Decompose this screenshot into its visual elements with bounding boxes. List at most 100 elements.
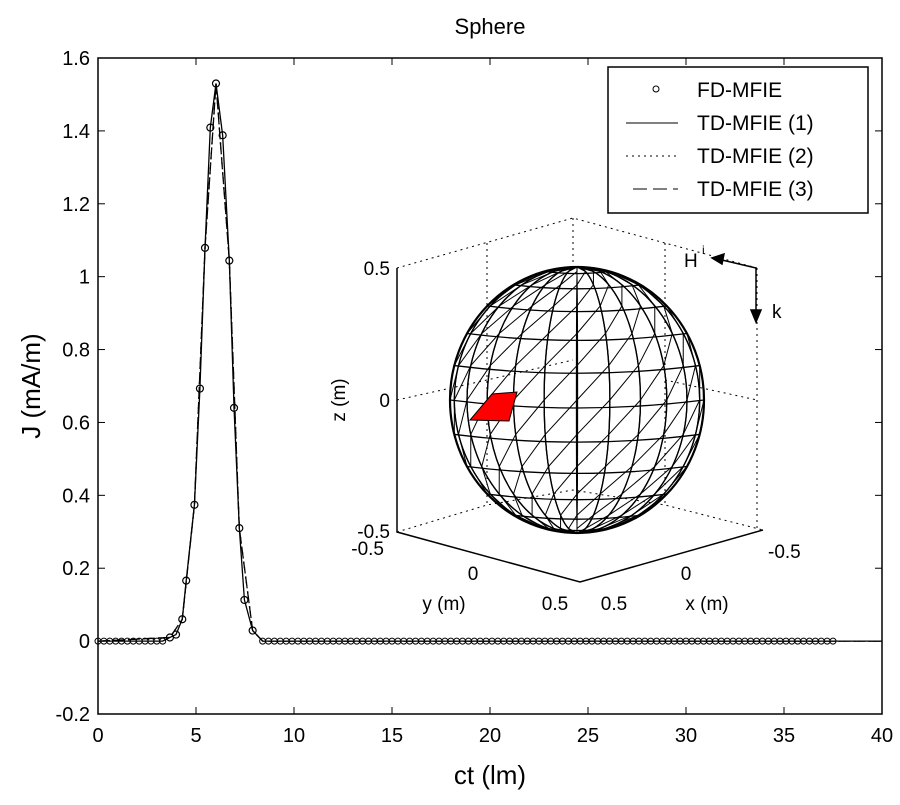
sphere-diagonal: [631, 493, 665, 516]
sphere-diagonal: [576, 466, 606, 495]
sphere-diagonal: [531, 284, 561, 307]
sphere-diagonal: [498, 305, 533, 334]
sphere-diagonal: [470, 466, 488, 495]
sphere-diagonal: [466, 365, 491, 401]
sphere-diagonal: [605, 305, 623, 334]
inset-x-tick: 0.5: [601, 594, 627, 615]
inset-y-tick: 0: [468, 564, 479, 585]
inset-x-label: x (m): [685, 594, 728, 615]
series-line-td-mfie-1: [98, 83, 882, 642]
sphere-diagonal: [608, 333, 633, 366]
legend-label: FD-MFIE: [697, 79, 782, 102]
sphere-diagonal: [481, 305, 514, 334]
sphere-diagonal: [640, 365, 665, 401]
sphere-diagonal: [640, 284, 665, 307]
sphere-diagonal: [515, 399, 545, 435]
x-tick-label: 5: [190, 725, 201, 747]
x-tick-label: 0: [92, 725, 103, 747]
sphere-diagonal: [458, 333, 483, 366]
y-tick-label: 0.4: [62, 485, 90, 507]
sphere-diagonal: [544, 333, 578, 366]
sphere-diagonal: [600, 514, 633, 529]
legend-label: TD-MFIE (3): [697, 178, 814, 201]
inset-y-tick: -0.5: [351, 539, 384, 560]
sphere-diagonal: [553, 466, 578, 495]
sphere-diagonal: [470, 333, 500, 366]
sphere-diagonal: [576, 399, 611, 435]
x-tick-label: 25: [577, 725, 599, 747]
sphere-diagonal: [576, 527, 610, 534]
sphere-diagonal: [531, 271, 561, 286]
sphere-diagonal: [489, 284, 523, 307]
sphere-diagonal: [663, 399, 688, 435]
sphere-diagonal: [576, 271, 586, 286]
sphere-diagonal: [515, 333, 549, 366]
sphere-diagonal: [576, 284, 594, 307]
inset-x-tick: -0.5: [768, 542, 801, 563]
x-tick-label: 10: [283, 725, 305, 747]
field-label-superscript: i: [702, 243, 705, 257]
sphere-diagonal: [576, 365, 610, 401]
y-tick-label: 1.2: [62, 194, 90, 216]
sphere-diagonal: [637, 333, 656, 366]
sphere-diagonal: [605, 271, 623, 286]
sphere-diagonal: [686, 365, 696, 401]
sphere-diagonal: [576, 305, 601, 334]
sphere-diagonal: [560, 527, 578, 534]
sphere-diagonal: [631, 284, 641, 307]
inset-axes: [396, 268, 764, 583]
sphere-diagonal: [521, 271, 554, 286]
sphere-diagonal: [489, 333, 523, 366]
sphere-diagonal: [481, 466, 491, 495]
sphere-diagonal: [568, 266, 578, 272]
wave-label-k: k: [772, 302, 782, 323]
y-tick-label: 1.4: [62, 121, 90, 143]
inset-z-tick: -0.5: [357, 522, 390, 543]
legend: FD-MFIE TD-MFIE (1) TD-MFIE (2) TD-MFIE …: [607, 66, 869, 214]
sphere-diagonal: [513, 466, 523, 495]
chart-title: Sphere: [455, 14, 526, 39]
sphere-diagonal: [654, 466, 684, 495]
sphere-diagonal: [521, 305, 555, 334]
sphere-diagonal: [521, 514, 546, 529]
sphere-diagonal: [521, 434, 546, 467]
sphere-diagonal: [637, 284, 656, 307]
sphere-diagonal: [608, 493, 641, 516]
sphere-diagonal: [449, 365, 459, 401]
sphere-diagonal: [621, 493, 656, 516]
y-axis-label: J (mA/m): [16, 333, 46, 438]
sphere-diagonal: [621, 466, 656, 495]
sphere-inset: 0.5 0 -0.5 -0.5 0 0.5 0.5 0 -0.5 z (m) y…: [329, 217, 801, 615]
sphere-diagonal: [498, 284, 533, 307]
sphere-diagonal: [498, 434, 517, 467]
sphere-diagonal: [568, 514, 578, 529]
sphere-diagonal: [543, 365, 578, 401]
sphere-diagonal: [568, 528, 578, 534]
sphere-diagonal: [576, 333, 606, 366]
sphere-diagonal: [481, 434, 491, 467]
inset-y-label: y (m): [422, 594, 465, 615]
sphere-diagonal: [599, 271, 610, 286]
sphere-diagonal: [486, 284, 516, 307]
sphere-diagonal: [553, 284, 578, 307]
inset-z-tick: 0: [379, 391, 390, 412]
sphere-diagonal: [599, 466, 633, 495]
y-tick-label: 1: [79, 267, 90, 289]
sphere-diagonal: [545, 271, 569, 286]
sphere-diagonal: [453, 333, 472, 366]
inset-x-tick: 0: [681, 564, 692, 585]
sphere-diagonal: [489, 493, 514, 516]
sphere-diagonal: [593, 514, 623, 529]
sphere-diagonal: [458, 434, 468, 467]
sphere-diagonal: [560, 266, 578, 273]
sphere-diagonal: [576, 266, 609, 273]
sphere-diagonal: [608, 514, 641, 529]
sphere-diagonal: [593, 493, 623, 516]
x-tick-label: 35: [773, 725, 795, 747]
sphere-diagonal: [513, 493, 523, 516]
sphere-mesh: [448, 265, 706, 535]
y-tick-label: 0.2: [62, 558, 90, 580]
sphere-diagonal: [640, 466, 673, 495]
sphere-diagonal: [576, 434, 610, 467]
